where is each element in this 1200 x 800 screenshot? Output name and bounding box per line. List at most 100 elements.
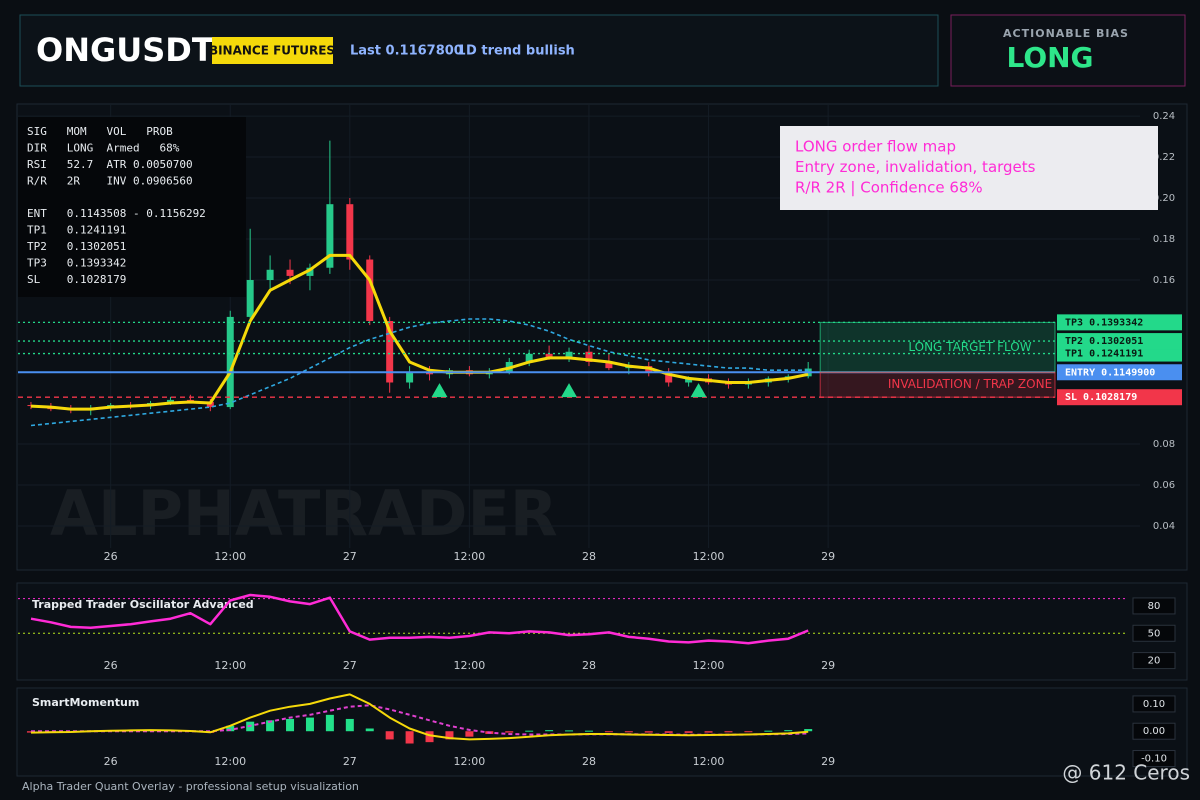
zone xyxy=(819,321,1056,373)
histogram-bar xyxy=(744,731,753,733)
zone-label: LONG TARGET FLOW xyxy=(908,340,1031,354)
panel-title: SmartMomentum xyxy=(32,696,139,709)
overlay-line xyxy=(30,253,809,411)
y-tick-label: 80 xyxy=(1148,601,1161,612)
x-tick-label: 12:00 xyxy=(693,550,725,563)
bias-caption: ACTIONABLE BIAS xyxy=(1003,27,1129,40)
info-line: TP1 0.1241191 xyxy=(27,224,126,237)
histogram-bar xyxy=(804,729,813,732)
level-label: TP3 0.1393342 xyxy=(1065,317,1143,328)
x-tick-label: 27 xyxy=(343,755,357,768)
x-tick-label: 28 xyxy=(582,550,596,563)
histogram-bar xyxy=(644,731,653,733)
note-line: R/R 2R | Confidence 68% xyxy=(795,179,983,197)
candle-body xyxy=(545,353,553,358)
bias-value: LONG xyxy=(1006,41,1093,74)
last-price: Last 0.1167800 xyxy=(350,44,463,59)
histogram-bar xyxy=(286,718,295,732)
header-box xyxy=(19,14,939,87)
candle-body xyxy=(266,269,274,281)
y-tick-mark xyxy=(1132,750,1176,768)
exchange-badge xyxy=(212,37,333,64)
x-tick-label: 12:00 xyxy=(454,550,486,563)
x-tick-label: 27 xyxy=(343,659,357,672)
exchange: BINANCE FUTURES xyxy=(209,44,335,58)
x-tick-label: 12:00 xyxy=(214,550,246,563)
zone-label: INVALIDATION / TRAP ZONE xyxy=(888,377,1052,391)
candle-body xyxy=(166,399,174,403)
histogram-bar xyxy=(684,731,693,733)
info-line: R/R 2R INV 0.0906560 xyxy=(27,175,193,188)
info-panel xyxy=(18,117,246,297)
x-tick-label: 12:00 xyxy=(454,659,486,672)
y-tick-label: 0.20 xyxy=(1153,193,1175,204)
y-tick-label: 0.16 xyxy=(1153,275,1175,286)
candle-body xyxy=(685,378,693,383)
x-tick-label: 12:00 xyxy=(693,755,725,768)
y-tick-label: 50 xyxy=(1148,628,1161,639)
histogram-bar xyxy=(266,720,275,732)
candle-body xyxy=(226,316,234,408)
candle-body xyxy=(585,351,593,362)
y-tick-mark xyxy=(1132,624,1176,642)
histogram-bar xyxy=(385,731,394,740)
oscillator-panel xyxy=(16,582,1188,681)
histogram-bar xyxy=(305,717,314,732)
histogram-bar xyxy=(624,731,633,733)
y-tick-mark xyxy=(1132,597,1176,615)
note-line: Entry zone, invalidation, targets xyxy=(795,158,1036,176)
histogram-bar xyxy=(365,728,374,732)
info-line: TP3 0.1393342 xyxy=(27,257,126,270)
note-line: LONG order flow map xyxy=(795,138,956,156)
x-tick-label: 29 xyxy=(821,659,835,672)
y-tick-label: 0.06 xyxy=(1153,480,1175,491)
level-tag xyxy=(1057,345,1182,362)
signal xyxy=(690,383,707,398)
y-tick-mark xyxy=(1132,695,1176,713)
x-tick-label: 27 xyxy=(343,550,357,563)
histogram-bar xyxy=(325,714,334,732)
panel-title: Trapped Trader Oscillator Advanced xyxy=(32,598,254,611)
y-tick-mark xyxy=(1132,652,1176,670)
histogram-bar xyxy=(604,731,613,733)
candle-body xyxy=(525,353,533,362)
histogram-bar xyxy=(445,731,454,740)
histogram-bar xyxy=(465,731,474,737)
charts: 26 12:00 27 12:00 28 12:00 29 0.04 0.06 0.08 0.16 0… xyxy=(18,105,1182,768)
histogram-bar xyxy=(226,725,235,732)
info-line: SL 0.1028179 xyxy=(27,273,126,286)
x-tick-label: 12:00 xyxy=(693,659,725,672)
histogram-bar xyxy=(345,718,354,732)
y-tick-label: 0.10 xyxy=(1143,699,1165,710)
candle-body xyxy=(246,280,254,317)
candle-body xyxy=(565,351,573,358)
info-line: DIR LONG Armed 68% xyxy=(27,142,180,155)
candle-body xyxy=(27,405,35,407)
y-tick-label: 0.24 xyxy=(1153,111,1175,122)
info-line: SIG MOM VOL PROB xyxy=(27,125,173,138)
level-label: SL 0.1028179 xyxy=(1065,392,1137,403)
histogram-bar xyxy=(26,731,35,733)
y-tick-label: 0.00 xyxy=(1143,726,1165,737)
watermark: ALPHATRADER xyxy=(50,477,558,550)
candle-body xyxy=(386,321,394,383)
x-tick-label: 28 xyxy=(582,659,596,672)
candle-body xyxy=(346,204,354,260)
info-line: ENT 0.1143508 - 0.1156292 xyxy=(27,207,206,220)
signal xyxy=(431,383,448,398)
candle-body xyxy=(286,269,294,276)
x-tick-label: 28 xyxy=(582,755,596,768)
y-tick-label: 0.04 xyxy=(1153,521,1175,532)
histogram-bar xyxy=(405,731,414,744)
candle-body xyxy=(605,361,613,369)
series-line xyxy=(30,693,809,741)
level-tag xyxy=(1057,389,1182,406)
credit: @ 612 Ceros xyxy=(1062,761,1190,785)
histogram-bar xyxy=(425,731,434,743)
trend: 1D trend bullish xyxy=(457,44,575,59)
histogram-bar xyxy=(704,731,713,733)
signal xyxy=(561,383,578,398)
x-tick-label: 29 xyxy=(821,755,835,768)
